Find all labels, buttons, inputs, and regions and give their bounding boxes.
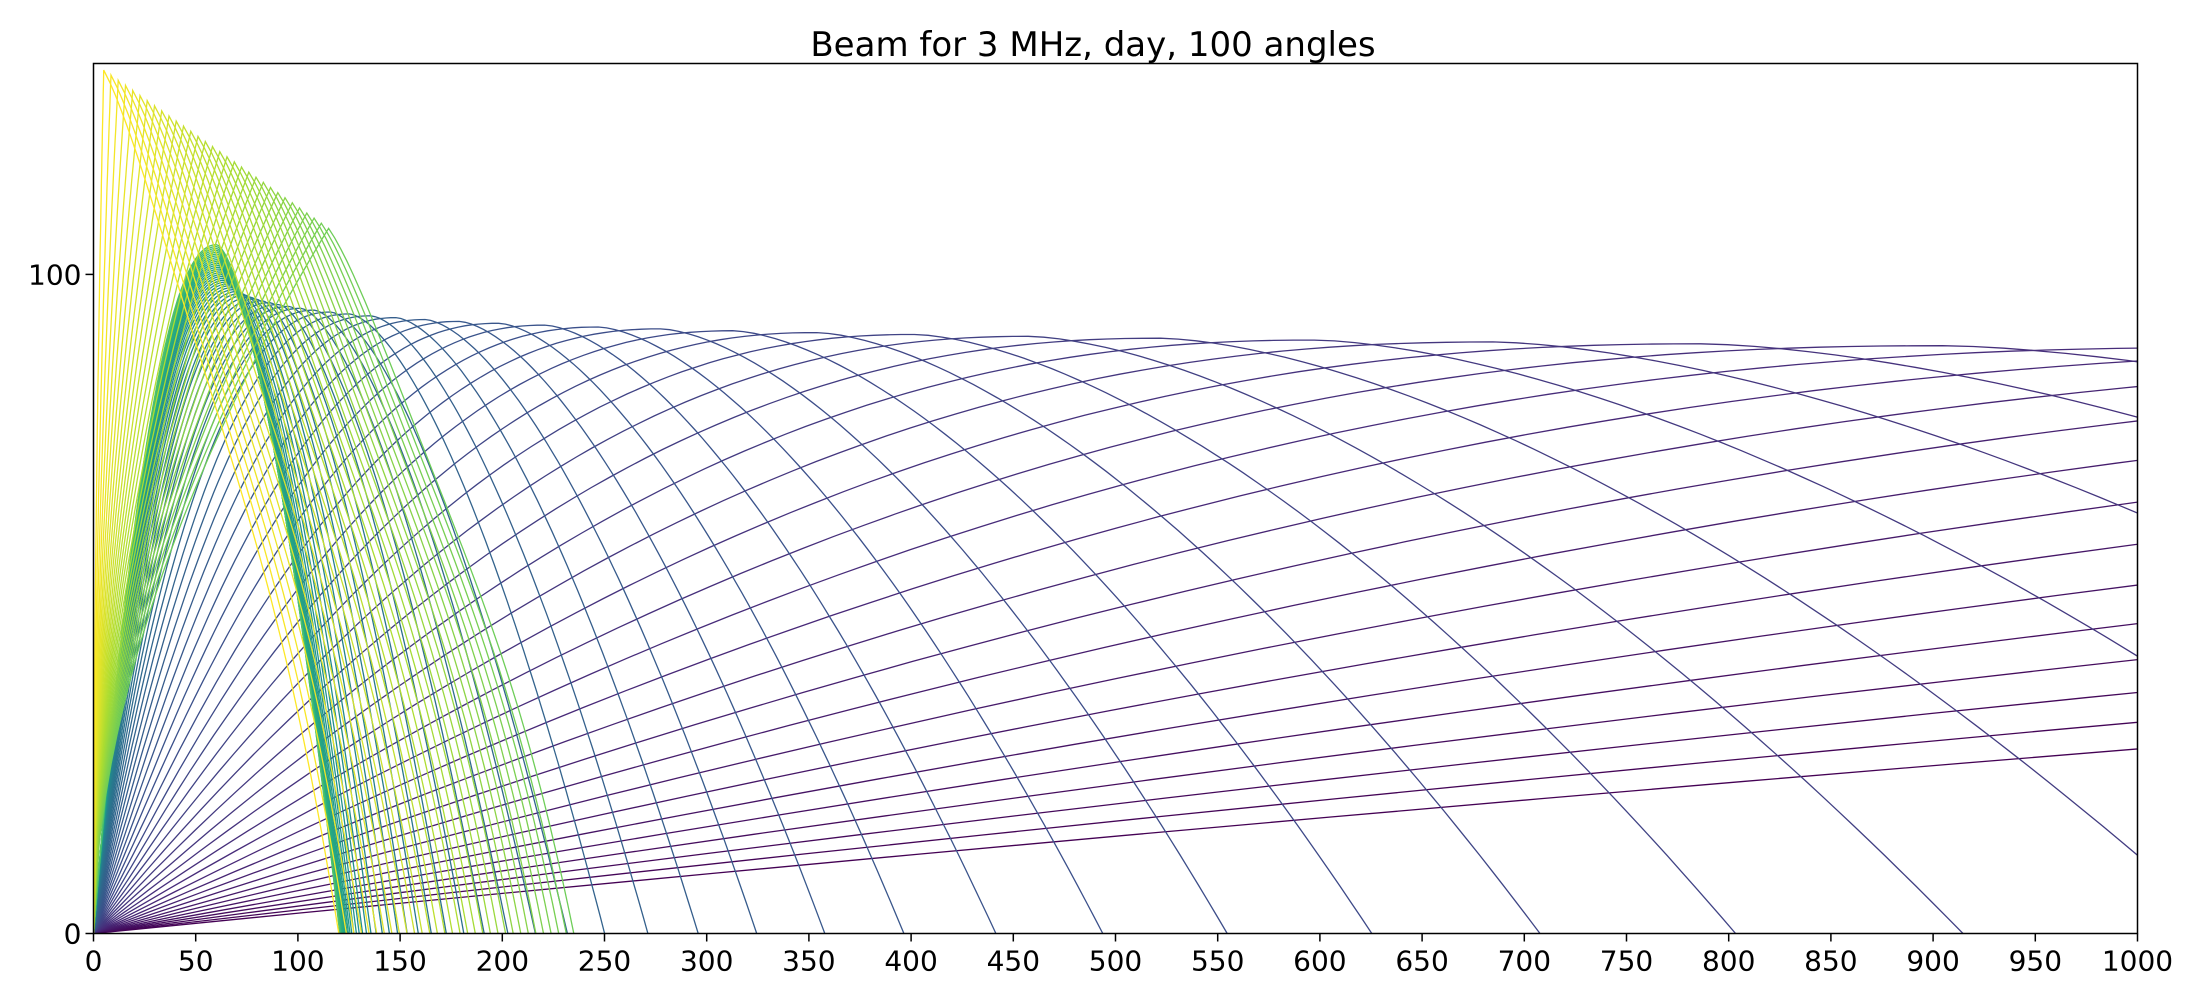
ray-line-99 (93, 69, 340, 934)
x-tick-label: 100 (271, 945, 324, 978)
ray-line-96 (93, 83, 363, 934)
y-tick-label: 0 (64, 918, 82, 951)
x-tick-label: 450 (987, 945, 1040, 978)
ray-line-91 (93, 108, 401, 934)
ray-series-group (93, 69, 2138, 934)
ray-line-3 (93, 658, 2138, 934)
x-tick-label: 750 (1600, 945, 1653, 978)
ray-line-87 (93, 129, 431, 934)
ray-line-82 (93, 155, 469, 934)
ray-line-14 (93, 343, 2138, 934)
ray-line-74 (93, 196, 529, 934)
ray-line-80 (93, 165, 484, 934)
y-axis: 0 100 (28, 258, 94, 951)
x-tick-label: 900 (1906, 945, 1959, 978)
ray-line-98 (93, 72, 348, 934)
ray-line-35 (93, 303, 465, 934)
ray-line-89 (93, 119, 416, 934)
x-tick-label: 150 (373, 945, 426, 978)
ray-line-68 (93, 227, 575, 934)
ray-line-1 (93, 721, 2138, 934)
x-tick-label: 500 (1089, 945, 1142, 978)
ray-line-16 (93, 339, 2138, 934)
ray-line-81 (93, 160, 476, 934)
ray-line-15 (93, 341, 2138, 934)
x-axis: 0 50 100 150 200 250 300 350 400 450 500 550 600 650 7… (85, 933, 2173, 978)
x-tick-label: 850 (1804, 945, 1857, 978)
x-tick-label: 300 (680, 945, 733, 978)
ray-line-24 (93, 324, 997, 934)
x-tick-label: 0 (85, 945, 103, 978)
ray-line-97 (93, 77, 355, 934)
x-tick-label: 50 (178, 945, 214, 978)
x-tick-label: 700 (1498, 945, 1551, 978)
ray-line-88 (93, 124, 423, 934)
ray-line-79 (93, 170, 492, 934)
ray-line-22 (93, 328, 1228, 934)
ray-line-84 (93, 144, 454, 934)
ray-line-90 (93, 113, 408, 934)
x-tick-label: 550 (1191, 945, 1244, 978)
ray-line-73 (93, 201, 537, 934)
ray-line-8 (93, 459, 2138, 934)
ray-line-19 (93, 333, 1737, 934)
ray-line-75 (93, 191, 522, 934)
ray-line-23 (93, 326, 1104, 934)
ray-line-4 (93, 622, 2138, 934)
ray-line-13 (93, 345, 2138, 934)
x-tick-label: 400 (884, 945, 937, 978)
x-tick-label: 250 (578, 945, 631, 978)
ray-line-30 (93, 313, 606, 934)
ray-line-71 (93, 211, 552, 934)
x-tick-label: 600 (1293, 945, 1346, 978)
ray-line-25 (93, 322, 905, 934)
chart-title: Beam for 3 MHz, day, 100 angles (810, 25, 1375, 65)
ray-line-11 (93, 360, 2138, 934)
x-tick-label: 1000 (2102, 945, 2173, 978)
ray-line-92 (93, 103, 393, 934)
ray-line-70 (93, 216, 560, 934)
y-tick-label: 100 (28, 258, 81, 291)
ray-line-27 (93, 318, 758, 934)
ray-line-32 (93, 309, 537, 934)
x-tick-label: 800 (1702, 945, 1755, 978)
ray-line-0 (93, 748, 2138, 934)
ray-line-6 (93, 543, 2138, 934)
x-tick-label: 650 (1395, 945, 1448, 978)
x-tick-label: 200 (476, 945, 529, 978)
ray-line-26 (93, 320, 826, 934)
ray-line-78 (93, 175, 499, 934)
x-tick-label: 950 (2009, 945, 2062, 978)
ray-line-28 (93, 316, 699, 934)
ray-line-85 (93, 139, 446, 934)
ray-line-72 (93, 206, 545, 934)
x-tick-label: 350 (782, 945, 835, 978)
ray-line-83 (93, 150, 461, 934)
ray-line-12 (93, 347, 2138, 934)
ray-line-95 (93, 88, 370, 934)
ray-line-77 (93, 180, 507, 934)
ray-line-21 (93, 330, 1373, 934)
ray-line-93 (93, 98, 385, 934)
ray-line-94 (93, 93, 378, 934)
ray-line-76 (93, 186, 514, 934)
ray-line-10 (93, 385, 2138, 934)
ray-line-86 (93, 134, 439, 934)
ray-line-69 (93, 221, 567, 934)
ray-line-7 (93, 501, 2138, 934)
